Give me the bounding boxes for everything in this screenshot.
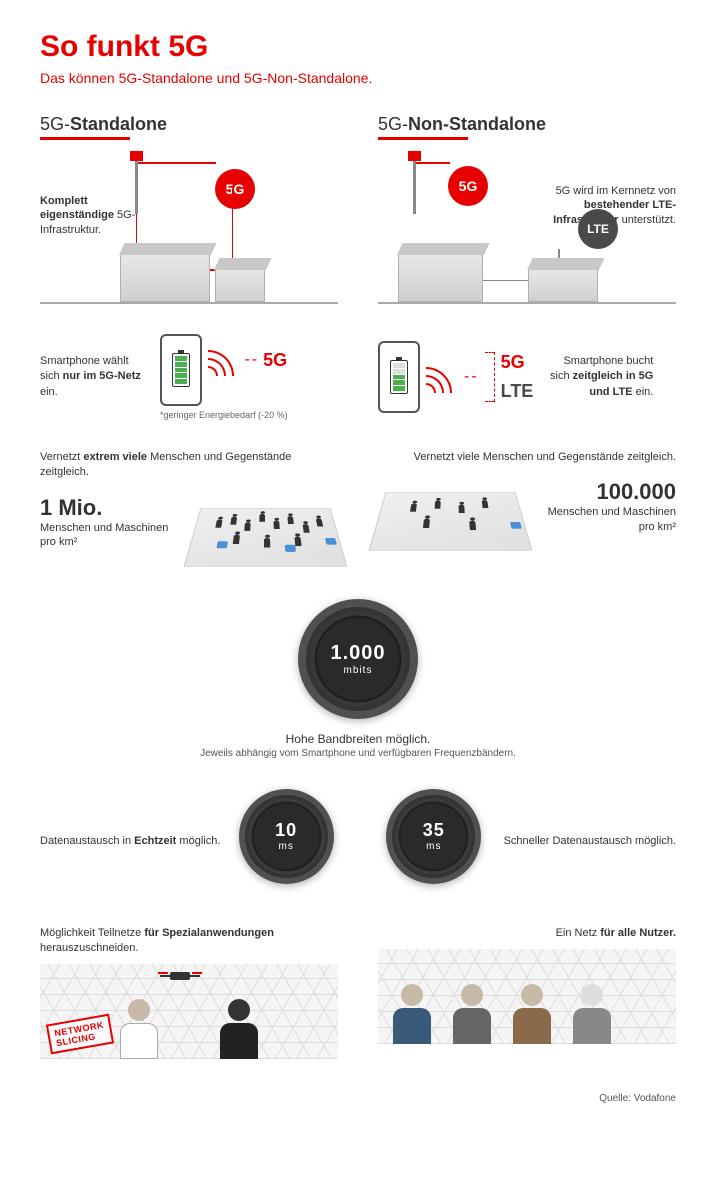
network-slicing-scene: NETWORKSLICING <box>40 964 338 1059</box>
bandwidth-caption: Hohe Bandbreiten möglich. <box>40 731 676 748</box>
underline-icon <box>378 137 468 140</box>
underline-icon <box>40 137 130 140</box>
lte-badge-icon: LTE <box>578 209 618 249</box>
density-number-nsa: 100.000 <box>533 479 676 505</box>
bandwidth-gauge-icon: 1.000 mbits <box>298 599 418 719</box>
phone-block-nsa: -- 5G LTE Smartphone bucht sich zeitglei… <box>378 334 676 420</box>
crowd-icon <box>369 492 532 551</box>
tower-icon <box>135 159 138 214</box>
phone-block-standalone: Smartphone wählt sich nur im 5G-Netz ein… <box>40 334 338 420</box>
density-number-standalone: 1 Mio. <box>40 495 183 521</box>
latency-gauge-standalone-icon: 10 ms <box>239 789 334 884</box>
crowd-icon <box>184 508 347 567</box>
page-title: So funkt 5G <box>40 30 676 64</box>
phone-icon <box>160 334 202 406</box>
network-slicing-stamp-icon: NETWORKSLICING <box>46 1014 114 1055</box>
drone-icon <box>160 972 200 984</box>
building-scene-nsa: 5G wird im Kernnetz von bestehender LTE-… <box>378 154 676 304</box>
phone-icon <box>378 341 420 413</box>
latency-gauge-nsa-icon: 35 ms <box>386 789 481 884</box>
col-right-heading: 5G-Non-Standalone <box>378 114 676 135</box>
5g-badge-icon: 5G <box>215 169 255 209</box>
energy-footnote: *geringer Energiebedarf (-20 %) <box>160 410 288 420</box>
bandwidth-sub: Jeweils abhängig vom Smartphone und verf… <box>40 748 676 759</box>
5g-label: 5G <box>263 350 287 371</box>
signal-icon <box>208 344 240 376</box>
building-scene-standalone: Komplett eigenständige 5G-Infra­struktur… <box>40 154 338 304</box>
source-label: Quelle: Vodafone <box>0 1093 716 1120</box>
all-users-scene <box>378 949 676 1044</box>
5g-badge-icon: 5G <box>448 166 488 206</box>
lte-label: LTE <box>501 381 534 402</box>
tower-icon <box>413 159 416 214</box>
signal-icon <box>426 361 458 393</box>
5g-label: 5G <box>501 352 534 373</box>
col-left-heading: 5G-Standalone <box>40 114 338 135</box>
page-subtitle: Das können 5G-Standalone und 5G-Non-Stan… <box>40 70 676 86</box>
